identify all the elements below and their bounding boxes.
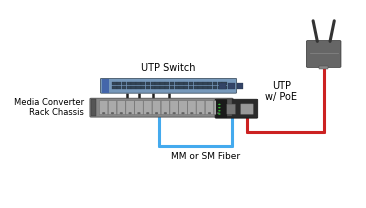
Bar	[156, 86, 160, 89]
Bar	[117, 82, 122, 85]
FancyBboxPatch shape	[306, 41, 341, 67]
Bar	[117, 86, 122, 89]
Bar	[160, 86, 165, 89]
Bar	[203, 82, 208, 85]
FancyBboxPatch shape	[240, 104, 253, 114]
Text: UTP
w/ PoE: UTP w/ PoE	[265, 81, 297, 102]
FancyBboxPatch shape	[179, 101, 187, 115]
Bar	[136, 86, 141, 89]
Bar	[213, 82, 217, 85]
FancyBboxPatch shape	[143, 101, 152, 115]
FancyBboxPatch shape	[108, 101, 117, 115]
FancyBboxPatch shape	[170, 101, 178, 115]
Circle shape	[146, 112, 149, 114]
Bar	[131, 86, 136, 89]
Bar	[141, 86, 145, 89]
Bar	[203, 86, 208, 89]
Circle shape	[173, 112, 176, 114]
Bar	[150, 82, 155, 85]
Circle shape	[120, 112, 123, 114]
Circle shape	[218, 104, 221, 105]
Bar	[101, 79, 109, 93]
Bar	[228, 83, 235, 88]
FancyBboxPatch shape	[227, 104, 236, 114]
Text: UTP Switch: UTP Switch	[141, 63, 196, 73]
Bar	[189, 86, 193, 89]
Bar	[170, 82, 174, 85]
Circle shape	[199, 112, 202, 114]
Bar	[179, 86, 184, 89]
Bar	[170, 86, 174, 89]
Bar	[156, 82, 160, 85]
Bar	[112, 82, 117, 85]
Bar	[160, 82, 165, 85]
Bar	[220, 83, 226, 88]
Circle shape	[208, 112, 211, 114]
Bar	[208, 86, 212, 89]
Bar	[146, 86, 150, 89]
Circle shape	[190, 112, 193, 114]
Bar	[208, 82, 212, 85]
Circle shape	[218, 110, 221, 111]
FancyBboxPatch shape	[101, 78, 236, 93]
Bar	[146, 82, 150, 85]
Bar	[184, 82, 188, 85]
Circle shape	[218, 113, 221, 115]
Bar	[91, 99, 96, 116]
Bar	[150, 86, 155, 89]
FancyBboxPatch shape	[100, 101, 108, 115]
Bar	[127, 82, 131, 85]
FancyBboxPatch shape	[135, 101, 143, 115]
Bar	[175, 82, 179, 85]
Bar	[122, 82, 126, 85]
Bar	[218, 86, 222, 89]
Circle shape	[138, 112, 140, 114]
Circle shape	[111, 112, 114, 114]
FancyBboxPatch shape	[188, 101, 196, 115]
FancyBboxPatch shape	[161, 101, 169, 115]
Bar	[179, 82, 184, 85]
Circle shape	[129, 112, 131, 114]
Circle shape	[164, 112, 167, 114]
Bar	[131, 82, 136, 85]
Bar	[213, 86, 217, 89]
Bar	[122, 86, 126, 89]
FancyBboxPatch shape	[205, 101, 214, 115]
FancyBboxPatch shape	[152, 101, 161, 115]
Bar	[165, 82, 169, 85]
FancyBboxPatch shape	[215, 99, 258, 118]
Bar	[184, 86, 188, 89]
Bar	[198, 86, 203, 89]
Bar	[194, 86, 198, 89]
Bar	[223, 86, 227, 89]
Bar	[189, 82, 193, 85]
FancyBboxPatch shape	[214, 101, 223, 115]
Bar	[320, 66, 328, 69]
Bar	[136, 82, 141, 85]
Bar	[112, 86, 117, 89]
FancyBboxPatch shape	[90, 98, 233, 117]
Bar	[223, 82, 227, 85]
Bar	[141, 82, 145, 85]
Bar	[227, 99, 232, 116]
Text: Media Converter
Rack Chassis: Media Converter Rack Chassis	[14, 98, 84, 117]
Bar	[198, 82, 203, 85]
Circle shape	[182, 112, 184, 114]
Bar	[216, 100, 228, 118]
Bar	[165, 86, 169, 89]
Circle shape	[102, 112, 105, 114]
FancyBboxPatch shape	[197, 101, 205, 115]
Circle shape	[155, 112, 158, 114]
Text: MM or SM Fiber: MM or SM Fiber	[171, 152, 240, 161]
FancyBboxPatch shape	[126, 101, 134, 115]
Bar	[218, 82, 222, 85]
Bar	[194, 82, 198, 85]
Circle shape	[217, 112, 220, 114]
FancyBboxPatch shape	[117, 101, 126, 115]
Bar	[237, 83, 243, 88]
Circle shape	[218, 107, 221, 108]
Bar	[175, 86, 179, 89]
Bar	[127, 86, 131, 89]
